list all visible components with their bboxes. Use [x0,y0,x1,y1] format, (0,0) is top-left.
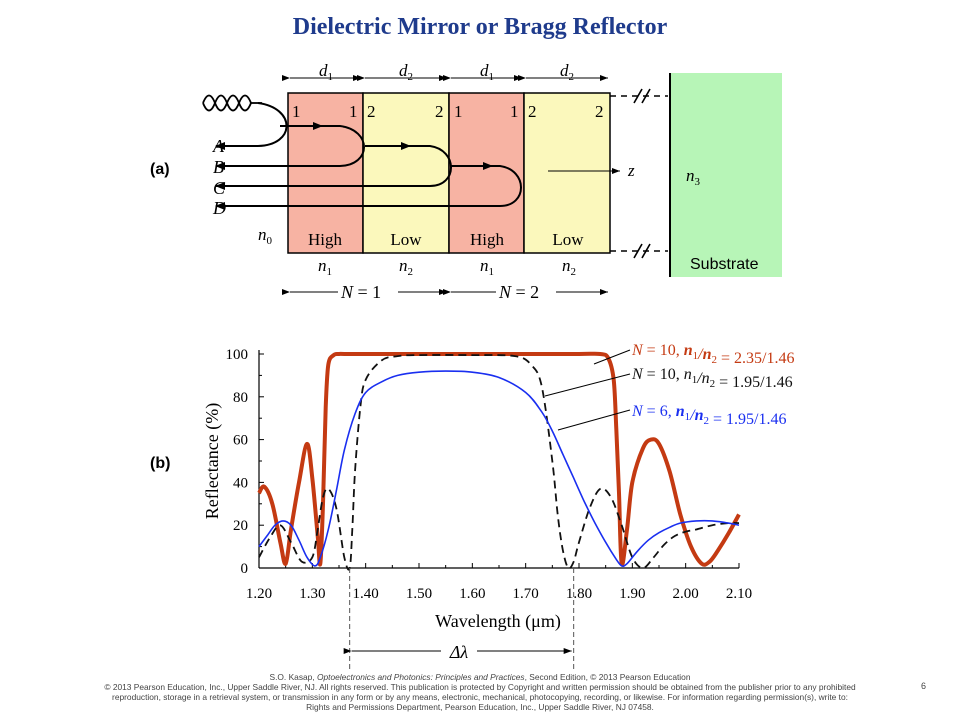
interface-number: 2 [435,102,444,121]
beam-label-D: D [212,198,226,218]
y-axis-label: Reflectance (%) [202,403,223,519]
x-tick-label: 1.40 [353,586,379,602]
bandwidth-label-bg [441,640,477,662]
period-label-bg [338,282,398,302]
beam-D-path [215,165,522,210]
beam-C-path [215,145,452,190]
incident-wave-icon [202,94,252,112]
substrate-block [670,73,782,277]
interface-number: 2 [528,102,537,121]
x-tick-label: 1.20 [246,586,272,602]
layer-type-label: High [308,230,343,249]
y-tick-label: 20 [233,518,248,534]
substrate-index-label: n3 [686,166,701,188]
x-axis-label: Wavelength (μm) [435,611,561,632]
interface-number: 1 [292,102,301,121]
break-marks [633,88,651,259]
interface-number: 1 [349,102,358,121]
y-tick-label: 80 [233,390,248,406]
bandwidth-label: Δλ [449,642,469,662]
panel-a-label: (a) [150,161,170,178]
thickness-label-3: d1 [480,61,494,83]
y-tick-label: 60 [233,433,248,449]
substrate-label: Substrate [690,256,759,273]
x-tick-label: 1.80 [566,586,592,602]
beam-B-path [215,125,365,170]
chart-series [257,351,741,571]
series-line-1 [257,351,741,567]
y-tick-label: 0 [241,561,249,577]
copyright-line-1: © 2013 Pearson Education, Inc., Upper Sa… [104,682,856,692]
layer-low-1 [362,92,450,254]
beam-A-path [257,102,288,147]
layer-high-1 [287,92,364,254]
interface-number: 2 [595,102,604,121]
x-tick-label: 2.00 [673,586,699,602]
x-tick-labels: 1.20 1.30 1.40 1.50 1.60 1.70 1.80 1.90 2.00 2.10 [246,586,752,602]
interface-number: 2 [367,102,376,121]
layer-type-label: Low [552,230,584,249]
z-axis-label: z [627,161,635,180]
thickness-label-4: d2 [560,61,574,83]
beam-label-C: C [213,178,226,198]
chart-axes [258,350,740,569]
legend-entry-series-2: N = 10, n1/n2 = 1.95/1.46 [631,366,793,391]
series-line-3 [258,370,740,568]
copyright-line-3: Rights and Permissions Department, Pears… [306,702,654,712]
legend-leaders [544,349,631,431]
x-tick-label: 1.50 [406,586,432,602]
period-label-2: N = 2 [498,282,539,302]
slide-title: Dielectric Mirror or Bragg Reflector [292,14,668,40]
x-tick-label: 2.10 [726,586,752,602]
citation-line: S.O. Kasap, Optoelectronics and Photonic… [269,672,691,682]
x-tick-label: 1.70 [513,586,539,602]
period-label-bg [496,282,556,302]
layer-type-label: High [470,230,505,249]
thickness-label-2: d2 [399,61,413,83]
layer-index-label: n1 [480,256,494,278]
layer-type-label: Low [390,230,422,249]
layer-index-label: n1 [318,256,332,278]
beam-label-B: B [213,157,224,177]
layer-high-2 [448,92,525,254]
x-tick-label: 1.30 [299,586,325,602]
x-tick-label: 1.90 [619,586,645,602]
copyright-line-2: reproduction, storage in a retrieval sys… [112,692,848,702]
beam-label-A: A [212,136,225,156]
layer-index-label: n2 [399,256,413,278]
x-tick-label: 1.60 [459,586,485,602]
thickness-label-1: d1 [319,61,333,83]
legend-entry-series-3: N = 6, n1/n2 = 1.95/1.46 [631,403,786,428]
panel-b-reflectance-chart: (b) 1.20 1.30 1.40 1.50 1.60 1.70 1.80 1.90 2.00… [150,342,794,672]
bandwidth-indicator [343,568,575,672]
y-tick-label: 100 [226,347,249,363]
y-tick-labels: 0 20 40 60 80 100 [226,347,249,577]
slide-number: 6 [921,681,927,691]
panel-b-label: (b) [150,455,170,472]
layer-index-label: n2 [562,256,576,278]
interface-number: 1 [454,102,463,121]
period-label-1: N = 1 [340,282,381,302]
ambient-index-label: n0 [258,225,273,247]
legend-entry-series-1: N = 10, n1/n2 = 2.35/1.46 [631,342,794,367]
y-tick-label: 40 [233,475,248,491]
panel-a-layer-diagram: (a) d1 d2 d1 d2 1 1 [150,61,782,302]
layer-low-2 [523,92,611,254]
interface-number: 1 [510,102,519,121]
